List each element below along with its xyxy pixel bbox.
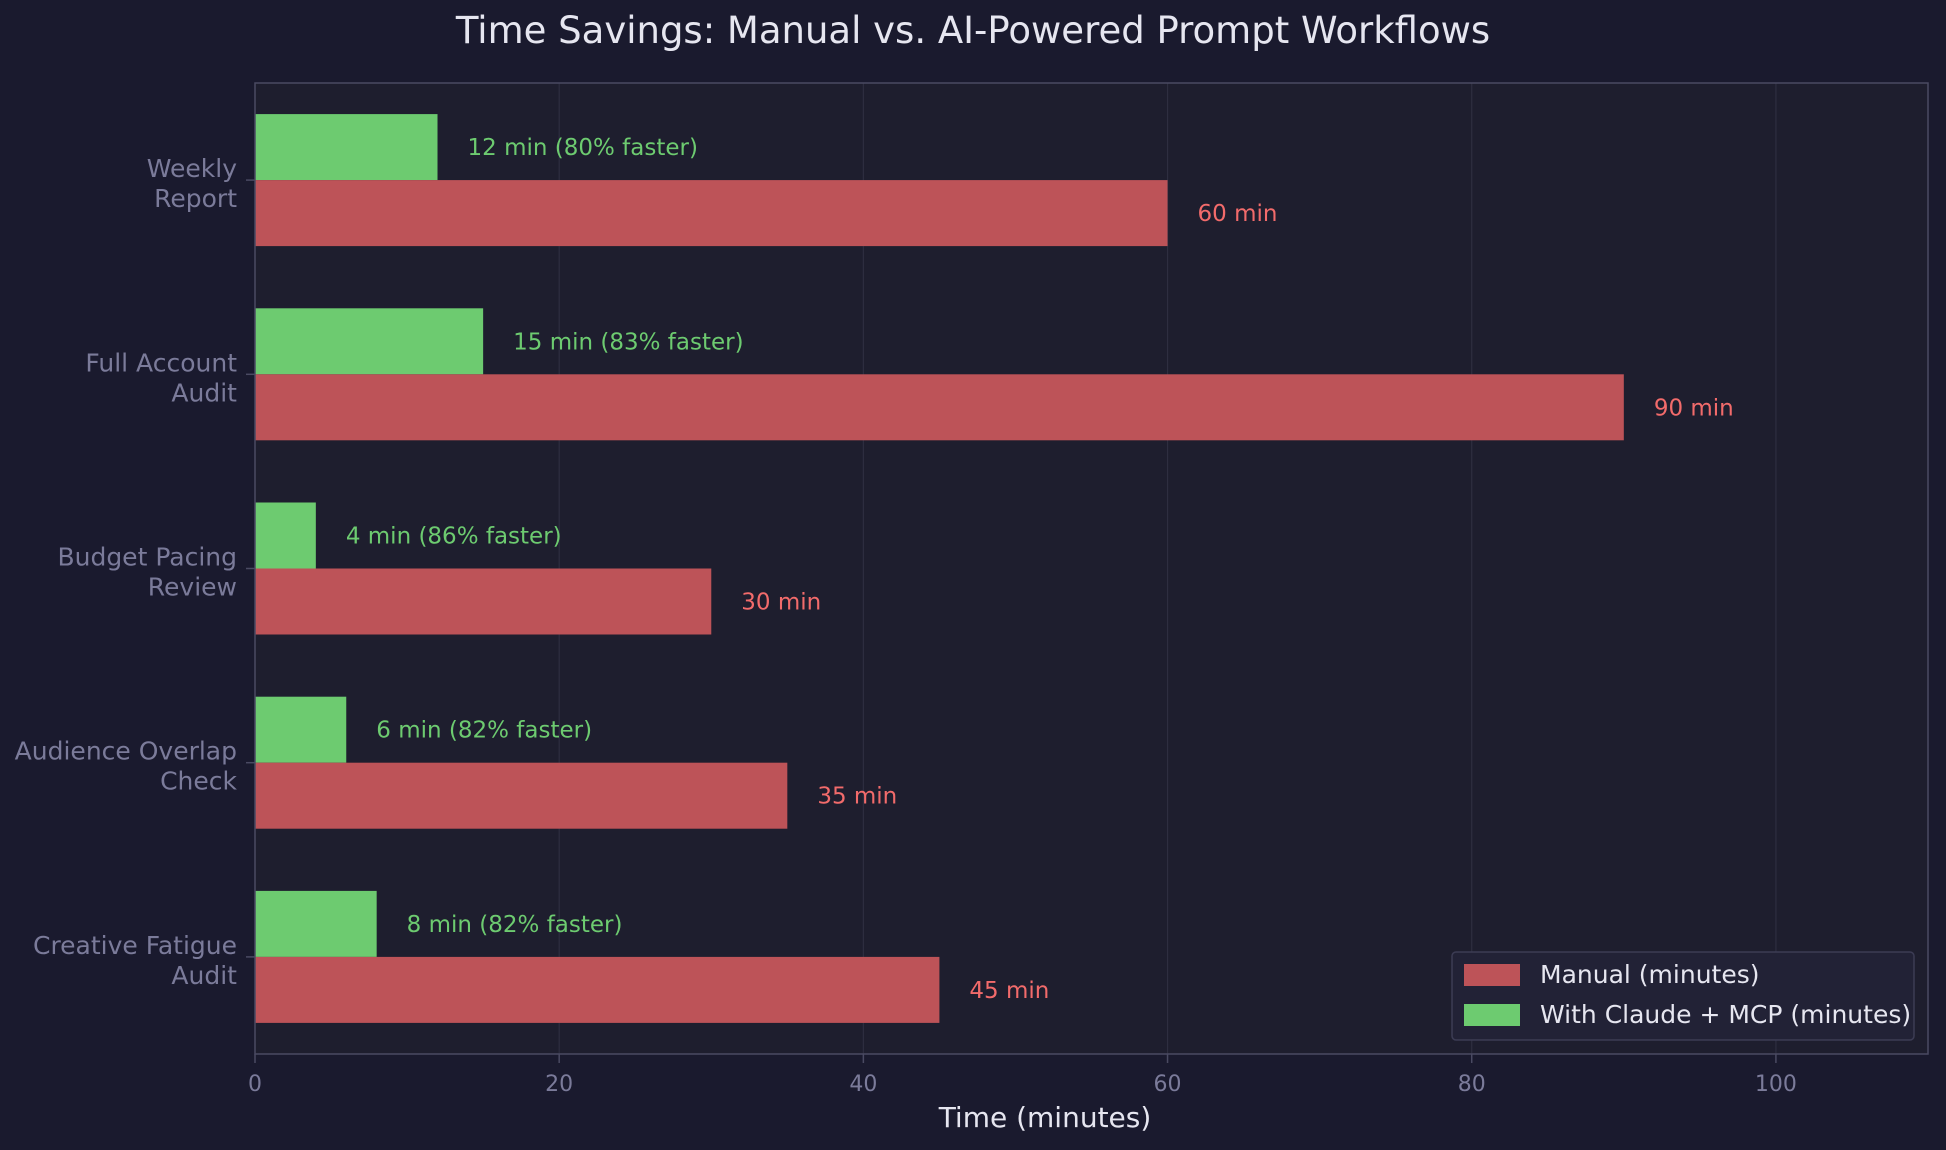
y-tick-label-line: Audit [171, 378, 237, 407]
data-label-manual: 30 min [741, 590, 821, 616]
bar-ai [255, 502, 316, 569]
y-tick-label: Budget Pacing Review [57, 543, 237, 602]
data-label-manual: 45 min [969, 978, 1049, 1004]
data-label-manual: 35 min [817, 784, 897, 810]
x-tick-label: 60 [1154, 1072, 1182, 1097]
y-tick-label-line: Review [148, 573, 237, 602]
legend-swatch [1464, 1004, 1520, 1026]
y-tick-label-line: Full Account [85, 348, 237, 377]
bar-manual [255, 762, 788, 829]
bar-manual [255, 180, 1168, 247]
x-tick-label: 80 [1458, 1072, 1486, 1097]
chart-title: Time Savings: Manual vs. AI-Powered Prom… [455, 9, 1490, 52]
y-tick-label-line: Budget Pacing [57, 543, 237, 572]
legend-label: With Claude + MCP (minutes) [1540, 1000, 1911, 1029]
y-tick-label: Weekly Report [147, 154, 237, 213]
y-tick-label-line: Audit [171, 961, 237, 990]
legend-swatch [1464, 964, 1520, 986]
y-tick-label: Creative Fatigue Audit [33, 931, 237, 990]
x-tick-label: 20 [545, 1072, 573, 1097]
y-tick-label-line: Creative Fatigue [33, 931, 237, 960]
bar-ai [255, 114, 438, 181]
legend-label: Manual (minutes) [1540, 960, 1760, 989]
data-label-manual: 90 min [1654, 395, 1734, 421]
y-tick-label-line: Check [160, 767, 237, 796]
bar-manual [255, 956, 940, 1023]
legend-box [1451, 951, 1915, 1041]
bar-manual [255, 568, 712, 635]
y-tick-label-line: Weekly [147, 154, 237, 183]
x-tick-label: 0 [248, 1072, 262, 1097]
plot-border [254, 82, 1929, 1055]
y-tick-label-line: Report [154, 184, 237, 213]
bar-ai [255, 696, 347, 763]
data-label-ai: 6 min (82% faster) [376, 718, 592, 744]
data-label-manual: 60 min [1198, 201, 1278, 227]
data-label-ai: 12 min (80% faster) [468, 135, 698, 161]
data-label-ai: 15 min (83% faster) [513, 329, 743, 355]
y-tick-label-line: Audience Overlap [15, 737, 237, 766]
bar-ai [255, 890, 377, 957]
y-tick-label: Audience Overlap Check [15, 737, 238, 796]
x-tick-label: 100 [1755, 1072, 1797, 1097]
x-axis-label: Time (minutes) [938, 1101, 1152, 1134]
x-tick-label: 40 [849, 1072, 877, 1097]
bar-manual [255, 374, 1624, 441]
y-tick-label: Full Account Audit [85, 348, 237, 407]
data-label-ai: 4 min (86% faster) [346, 524, 562, 550]
bar-ai [255, 308, 484, 375]
data-label-ai: 8 min (82% faster) [407, 912, 623, 938]
